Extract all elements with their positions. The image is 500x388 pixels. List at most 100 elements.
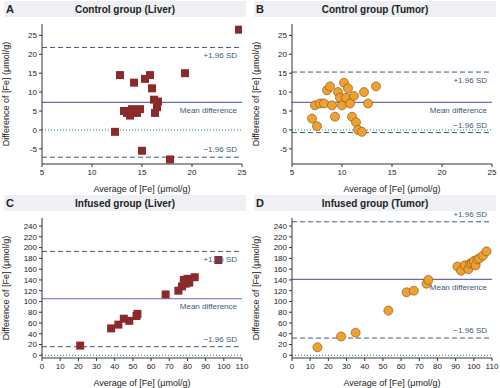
svg-text:120: 120: [24, 287, 38, 296]
svg-text:5: 5: [40, 168, 45, 177]
svg-text:50: 50: [378, 362, 387, 371]
svg-text:120: 120: [274, 287, 288, 296]
svg-text:0: 0: [40, 362, 45, 371]
svg-text:100: 100: [274, 297, 288, 306]
svg-text:Mean difference: Mean difference: [180, 302, 238, 311]
svg-text:100: 100: [24, 297, 38, 306]
svg-text:80: 80: [278, 308, 287, 317]
svg-text:10: 10: [56, 362, 65, 371]
svg-text:30: 30: [342, 362, 351, 371]
svg-text:0: 0: [33, 351, 38, 360]
svg-text:Mean difference: Mean difference: [430, 106, 488, 115]
svg-text:20: 20: [188, 168, 197, 177]
svg-text:+1.96 SD: +1.96 SD: [203, 255, 237, 264]
svg-text:70: 70: [415, 362, 424, 371]
svg-text:10: 10: [306, 362, 315, 371]
svg-text:70: 70: [165, 362, 174, 371]
svg-text:20: 20: [278, 340, 287, 349]
svg-text:Mean difference: Mean difference: [430, 283, 488, 292]
svg-text:60: 60: [28, 319, 37, 328]
svg-text:10: 10: [338, 168, 347, 177]
html-text:Control group (Liver): Control group (Liver): [75, 3, 175, 15]
svg-text:0: 0: [290, 362, 295, 371]
svg-text:20: 20: [438, 168, 447, 177]
svg-text:10: 10: [278, 88, 287, 97]
svg-text:220: 220: [24, 233, 38, 242]
svg-text:40: 40: [28, 330, 37, 339]
svg-text:15: 15: [388, 168, 397, 177]
svg-text:Difference of [Fe] (μmol/g): Difference of [Fe] (μmol/g): [251, 236, 261, 341]
svg-text:15: 15: [28, 69, 37, 78]
svg-text:Average of [Fe] (μmol/g): Average of [Fe] (μmol/g): [93, 184, 190, 194]
svg-text:0: 0: [33, 126, 38, 135]
svg-text:140: 140: [274, 276, 288, 285]
svg-text:20: 20: [324, 362, 333, 371]
svg-text:80: 80: [183, 362, 192, 371]
svg-text:40: 40: [278, 330, 287, 339]
svg-text:15: 15: [278, 69, 287, 78]
svg-text:10: 10: [28, 88, 37, 97]
svg-text:50: 50: [128, 362, 137, 371]
svg-text:+1.96 SD: +1.96 SD: [453, 212, 487, 219]
svg-text:40: 40: [360, 362, 369, 371]
svg-text:110: 110: [486, 362, 492, 371]
svg-text:20: 20: [74, 362, 83, 371]
html-text:A: A: [6, 3, 14, 15]
html-text:B: B: [256, 3, 264, 15]
svg-text:−1.96 SD: −1.96 SD: [203, 145, 237, 154]
svg-text:30: 30: [92, 362, 101, 371]
svg-text:Average of [Fe] (μmol/g): Average of [Fe] (μmol/g): [343, 184, 440, 194]
svg-text:240: 240: [274, 222, 288, 231]
html-text:Control group (Tumor): Control group (Tumor): [321, 3, 429, 15]
svg-text:−1.96 SD: −1.96 SD: [203, 335, 237, 344]
svg-text:100: 100: [217, 362, 231, 371]
svg-text:180: 180: [274, 254, 288, 263]
svg-text:0: 0: [283, 351, 288, 360]
svg-text:+1.96 SD: +1.96 SD: [203, 51, 237, 60]
svg-text:−1.96 SD: −1.96 SD: [453, 121, 487, 130]
svg-text:90: 90: [201, 362, 210, 371]
svg-text:60: 60: [147, 362, 156, 371]
svg-text:Difference of [Fe] (μmol/g): Difference of [Fe] (μmol/g): [8, 42, 11, 147]
svg-text:90: 90: [451, 362, 460, 371]
svg-text:15: 15: [138, 168, 147, 177]
svg-text:60: 60: [397, 362, 406, 371]
svg-text:20: 20: [28, 50, 37, 59]
svg-text:110: 110: [236, 362, 249, 371]
svg-text:180: 180: [24, 254, 38, 263]
svg-text:Average of [Fe] (μmol/g): Average of [Fe] (μmol/g): [93, 378, 190, 388]
svg-text:-5: -5: [280, 145, 288, 154]
svg-text:25: 25: [28, 31, 37, 40]
html-text:Infused group (Tumor): Infused group (Tumor): [321, 197, 429, 209]
svg-text:25: 25: [238, 168, 247, 177]
svg-text:20: 20: [28, 340, 37, 349]
svg-text:60: 60: [278, 319, 287, 328]
svg-text:+1.96 SD: +1.96 SD: [453, 76, 487, 85]
svg-text:5: 5: [283, 107, 288, 116]
svg-text:80: 80: [433, 362, 442, 371]
svg-text:200: 200: [24, 243, 38, 252]
svg-text:160: 160: [24, 265, 38, 274]
svg-text:200: 200: [274, 243, 288, 252]
svg-text:25: 25: [488, 168, 492, 177]
svg-text:Mean difference: Mean difference: [180, 106, 238, 115]
svg-text:160: 160: [274, 265, 288, 274]
html-text:Infused group (Liver): Infused group (Liver): [75, 197, 175, 209]
svg-text:Difference of [Fe] (μmol/g): Difference of [Fe] (μmol/g): [251, 42, 261, 147]
svg-text:Difference of [Fe] (μmol/g): Difference of [Fe] (μmol/g): [8, 236, 11, 341]
svg-text:5: 5: [290, 168, 295, 177]
svg-text:−1.96 SD: −1.96 SD: [453, 326, 487, 335]
svg-text:240: 240: [24, 222, 38, 231]
svg-text:80: 80: [28, 308, 37, 317]
svg-text:40: 40: [110, 362, 119, 371]
svg-text:Average of [Fe] (μmol/g): Average of [Fe] (μmol/g): [343, 378, 440, 388]
svg-text:220: 220: [274, 233, 288, 242]
svg-text:5: 5: [33, 107, 38, 116]
svg-text:100: 100: [467, 362, 481, 371]
svg-text:0: 0: [283, 126, 288, 135]
svg-text:140: 140: [24, 276, 38, 285]
svg-text:10: 10: [88, 168, 97, 177]
svg-text:20: 20: [278, 50, 287, 59]
svg-text:25: 25: [278, 31, 287, 40]
svg-text:-5: -5: [30, 145, 38, 154]
